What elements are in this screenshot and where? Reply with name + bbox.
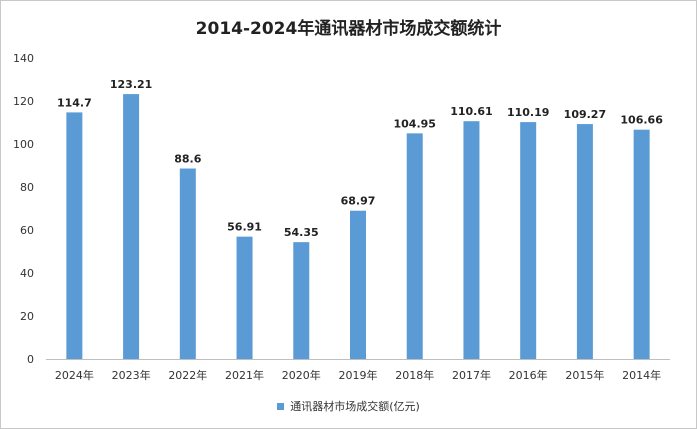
bar	[236, 236, 253, 359]
bar	[293, 242, 310, 359]
y-tick-label: 120	[13, 95, 34, 108]
data-label: 110.19	[507, 106, 549, 119]
bar	[633, 129, 650, 359]
y-tick-label: 100	[13, 138, 34, 151]
y-tick-label: 40	[20, 267, 34, 280]
data-label: 114.7	[57, 96, 92, 109]
x-tick-label: 2018年	[395, 368, 434, 382]
data-label: 104.95	[394, 117, 436, 130]
bar	[406, 133, 423, 359]
legend-label: 通讯器材市场成交额(亿元)	[290, 400, 420, 413]
x-tick-label: 2019年	[339, 368, 378, 382]
data-label: 109.27	[564, 108, 606, 121]
data-label: 106.66	[620, 114, 663, 127]
x-tick-label: 2016年	[509, 368, 548, 382]
bar	[179, 168, 196, 359]
bar	[576, 124, 593, 359]
data-label: 110.61	[450, 105, 492, 118]
y-tick-label: 60	[20, 224, 34, 237]
x-tick-label: 2020年	[282, 368, 321, 382]
x-tick-label: 2022年	[168, 368, 207, 382]
y-tick-label: 80	[20, 181, 34, 194]
legend: 通讯器材市场成交额(亿元)	[0, 398, 697, 414]
bar	[463, 121, 480, 359]
x-tick-label: 2021年	[225, 368, 264, 382]
data-label: 123.21	[110, 78, 152, 91]
data-label: 88.6	[174, 153, 201, 166]
bar	[350, 210, 366, 359]
bar	[520, 122, 537, 360]
legend-swatch	[277, 402, 285, 410]
x-tick-label: 2024年	[55, 368, 94, 382]
y-tick-label: 0	[27, 353, 34, 366]
chart-title: 2014-2024年通讯器材市场成交额统计	[195, 19, 502, 39]
data-label: 56.91	[227, 221, 262, 234]
y-tick-label: 20	[20, 310, 34, 323]
data-label: 68.97	[341, 195, 376, 208]
x-tick-label: 2014年	[622, 368, 661, 382]
bar	[66, 112, 83, 360]
data-label: 54.35	[284, 226, 319, 239]
x-tick-label: 2015年	[565, 368, 604, 382]
x-tick-label: 2017年	[452, 368, 491, 382]
x-tick-label: 2023年	[112, 368, 151, 382]
bar	[123, 94, 140, 359]
y-tick-label: 140	[13, 52, 34, 65]
